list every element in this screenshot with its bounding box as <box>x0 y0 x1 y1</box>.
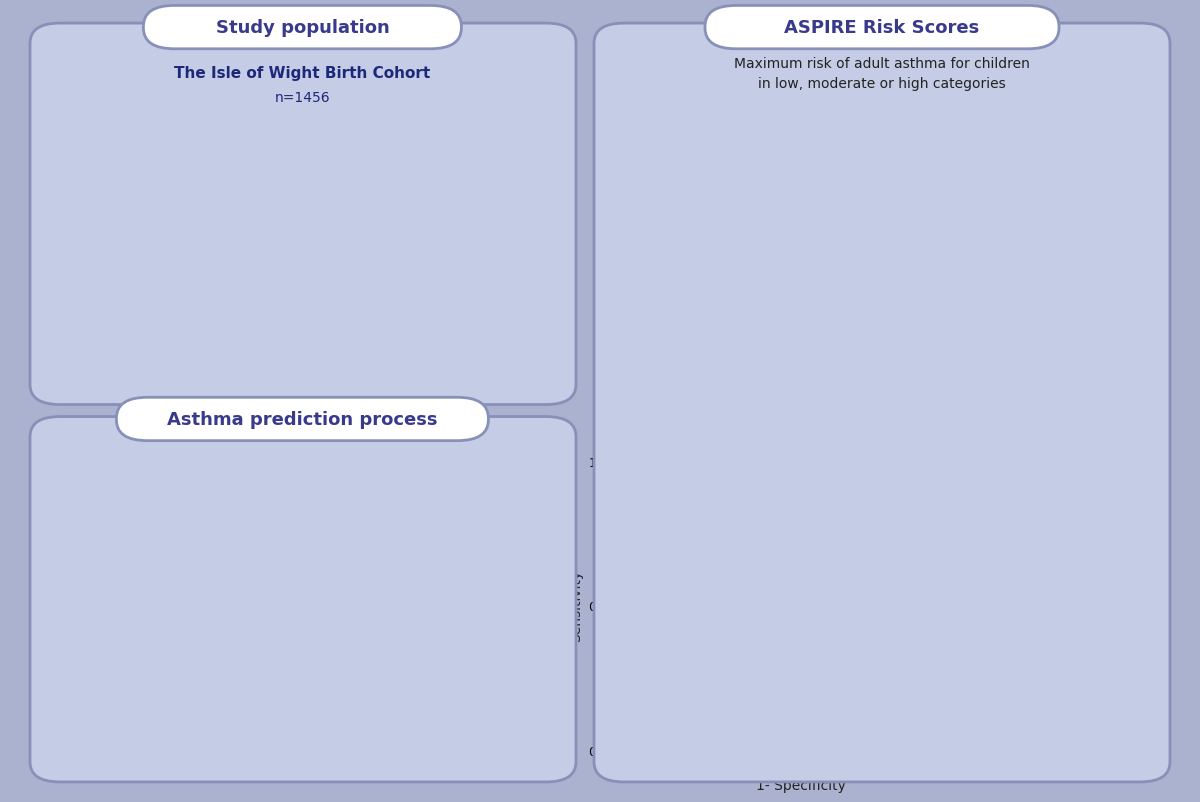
Text: Birth: Birth <box>95 331 125 345</box>
FancyBboxPatch shape <box>104 524 502 576</box>
Bar <box>1088 192 1117 389</box>
FancyBboxPatch shape <box>104 448 502 500</box>
ASPIRE-4 <box>942 465 956 475</box>
ASPIRE-4 <box>828 500 842 510</box>
ASPIRE-3 <box>835 507 850 516</box>
ASPIRE-1 <box>612 735 626 744</box>
ASPIRE-4 <box>977 456 991 466</box>
Circle shape <box>185 196 202 206</box>
Circle shape <box>358 190 384 206</box>
ASPIRE-1 <box>611 745 625 755</box>
Text: in low, moderate or high categories: in low, moderate or high categories <box>758 77 1006 91</box>
ASPIRE-4 <box>829 500 844 509</box>
ASPIRE-3 <box>828 509 842 519</box>
FancyBboxPatch shape <box>110 258 517 302</box>
Line: ASPIRE-3: ASPIRE-3 <box>618 461 984 750</box>
Text: Study population: Study population <box>216 19 389 37</box>
Bar <box>1058 264 1088 389</box>
ASPIRE-2 <box>835 511 850 520</box>
Text: n=1456: n=1456 <box>275 91 330 105</box>
Text: Adult age: Adult age <box>476 331 536 345</box>
Bar <box>786 362 816 389</box>
Line: ASPIRE-4: ASPIRE-4 <box>618 461 984 750</box>
Bar <box>665 354 694 389</box>
X-axis label: 1- Specificity: 1- Specificity <box>756 778 846 792</box>
Bar <box>845 169 874 389</box>
ASPIRE-3 <box>611 745 625 755</box>
Text: The Isle of Wight Birth Cohort: The Isle of Wight Birth Cohort <box>174 67 431 81</box>
Text: Follow up: Follow up <box>272 273 354 287</box>
ASPIRE-4 <box>835 498 850 508</box>
Text: ASPIRE-2: ASPIRE-2 <box>1049 577 1109 589</box>
Title: ROC Curve: ROC Curve <box>760 441 842 456</box>
ASPIRE-1 <box>977 456 991 466</box>
Legend: Low, Moderate, High: Low, Moderate, High <box>761 423 1021 448</box>
Text: Predictors identification: Predictors identification <box>212 542 394 557</box>
ASPIRE-2 <box>828 514 842 524</box>
Text: Risk scores: Risk scores <box>260 694 346 709</box>
ASPIRE-4 <box>611 745 625 755</box>
ASPIRE-1 <box>828 533 842 542</box>
Text: Asthma prediction process: Asthma prediction process <box>167 411 438 428</box>
Wedge shape <box>77 216 112 229</box>
ASPIRE-2 <box>942 468 956 478</box>
ASPIRE-4 <box>919 472 934 481</box>
Bar <box>966 144 996 389</box>
ASPIRE-2 <box>611 745 625 755</box>
Circle shape <box>458 187 492 208</box>
ASPIRE-3 <box>977 456 991 466</box>
Bar <box>694 246 724 389</box>
Circle shape <box>272 193 293 206</box>
Bar <box>1030 367 1058 389</box>
ASPIRE-1 <box>829 533 844 542</box>
ASPIRE-3 <box>612 714 626 723</box>
Text: Model development: Model development <box>227 618 379 633</box>
ASPIRE-1 <box>919 484 934 493</box>
FancyBboxPatch shape <box>104 675 502 727</box>
ASPIRE-3 <box>942 468 956 477</box>
ASPIRE-4 <box>612 698 626 707</box>
ASPIRE-2 <box>919 476 934 486</box>
Text: ASPIRE-4: ASPIRE-4 <box>1049 688 1109 701</box>
ASPIRE-1 <box>942 472 956 482</box>
Bar <box>937 219 966 389</box>
Text: Maximum risk of adult asthma for children: Maximum risk of adult asthma for childre… <box>734 57 1030 71</box>
Y-axis label: Sensitivity: Sensitivity <box>569 569 583 642</box>
Line: ASPIRE-2: ASPIRE-2 <box>618 461 984 750</box>
ASPIRE-1 <box>835 529 850 538</box>
Text: ASPIRE-1: ASPIRE-1 <box>1049 520 1109 533</box>
Bar <box>908 324 937 389</box>
Text: ASPIRE-3: ASPIRE-3 <box>1049 632 1109 645</box>
ASPIRE-2 <box>829 514 844 524</box>
ASPIRE-2 <box>977 456 991 466</box>
ASPIRE-2 <box>612 720 626 730</box>
ASPIRE-3 <box>919 475 934 484</box>
Bar <box>724 181 752 389</box>
Text: Data collection: Data collection <box>246 466 360 481</box>
ASPIRE-3 <box>829 509 844 519</box>
Text: ASPIRE Risk Scores: ASPIRE Risk Scores <box>785 19 979 37</box>
Bar <box>816 297 845 389</box>
Circle shape <box>95 189 116 203</box>
FancyBboxPatch shape <box>104 600 502 651</box>
Line: ASPIRE-1: ASPIRE-1 <box>618 461 984 750</box>
